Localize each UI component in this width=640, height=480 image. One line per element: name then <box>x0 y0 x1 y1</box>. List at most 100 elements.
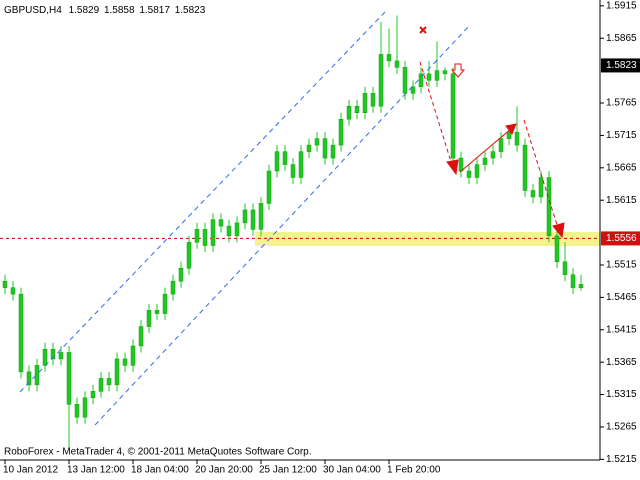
candle-body <box>26 371 32 386</box>
candle-body <box>306 144 312 152</box>
candle-body <box>418 73 424 88</box>
x-tick-label: 30 Jan 04:00 <box>323 465 381 476</box>
candle-body <box>66 352 72 405</box>
candle-body <box>258 203 264 230</box>
y-tick-label: 1.5715 <box>606 130 637 141</box>
candle-body <box>546 177 552 237</box>
candle-body <box>50 348 56 360</box>
candle-body <box>250 209 256 230</box>
candle-body <box>2 280 8 288</box>
candle-body <box>114 358 120 386</box>
candle-body <box>290 164 296 178</box>
high-value: 1.5858 <box>104 5 135 16</box>
x-tick-label: 20 Jan 20:00 <box>195 465 253 476</box>
arrow-head <box>552 222 565 239</box>
forecast-line <box>459 127 513 173</box>
cross-mark <box>419 26 427 34</box>
candle-body <box>434 70 440 81</box>
candle-body <box>186 242 192 269</box>
candle-body <box>514 131 520 146</box>
candle-body <box>106 378 112 386</box>
candle-body <box>402 67 408 94</box>
candle-body <box>170 280 176 295</box>
candle-body <box>234 222 240 237</box>
candle-body <box>10 287 16 295</box>
candle-body <box>498 138 504 152</box>
candle-body <box>130 345 136 366</box>
candle-body <box>466 170 472 178</box>
candle-body <box>74 404 80 418</box>
y-tick-label: 1.5515 <box>606 260 637 271</box>
y-tick-label: 1.5415 <box>606 324 637 335</box>
support-zone <box>255 232 600 246</box>
candle-body <box>18 293 24 373</box>
y-tick-label: 1.5365 <box>606 357 637 368</box>
candle-body <box>474 164 480 178</box>
signal-arrows <box>419 26 565 239</box>
y-tick-label: 1.5765 <box>606 98 637 109</box>
x-tick-label: 18 Jan 04:00 <box>131 465 189 476</box>
level-label: 1.5556 <box>606 233 637 244</box>
candle-body <box>522 144 528 191</box>
close-value: 1.5823 <box>175 5 206 16</box>
candle-body <box>490 151 496 159</box>
x-tick-label: 13 Jan 12:00 <box>67 465 125 476</box>
candle-body <box>530 190 536 198</box>
y-tick-label: 1.5665 <box>606 162 637 173</box>
chart-header: GBPUSD,H4 1.5829 1.5858 1.5817 1.5823 <box>4 5 206 16</box>
down-arrow <box>450 63 466 78</box>
x-tick-label: 10 Jan 2012 <box>3 465 58 476</box>
candle-body <box>314 138 320 146</box>
y-tick-label: 1.5265 <box>606 422 637 433</box>
forecast-line <box>419 61 453 166</box>
candle-body <box>274 151 280 172</box>
candle-body <box>554 235 560 262</box>
candle-body <box>218 219 224 227</box>
candle-body <box>82 397 88 418</box>
candle-body <box>90 391 96 399</box>
candle-body <box>362 93 368 113</box>
candle-body <box>34 365 40 386</box>
candle-body <box>178 267 184 282</box>
level-label-box <box>601 231 640 246</box>
y-tick-label: 1.5615 <box>606 195 637 206</box>
candle-body <box>346 106 352 120</box>
candle-body <box>162 293 168 314</box>
plot <box>0 15 600 450</box>
candle-body <box>194 229 200 243</box>
bid-label: 1.5823 <box>606 60 637 71</box>
candle-body <box>338 118 344 146</box>
bid-label-box <box>601 58 640 73</box>
candle-body <box>506 131 512 139</box>
candle-body <box>202 229 208 246</box>
candle-body <box>482 157 488 165</box>
candle-body <box>378 54 384 107</box>
candle-body <box>450 73 456 159</box>
y-tick-label: 1.5315 <box>606 389 637 400</box>
candle-body <box>562 261 568 275</box>
candle-body <box>266 170 272 204</box>
candle-body <box>538 177 544 198</box>
candle-body <box>226 225 232 237</box>
candle-body <box>570 274 576 288</box>
y-tick-label: 1.5915 <box>606 0 637 11</box>
y-tick-label: 1.5465 <box>606 292 637 303</box>
candle-body <box>578 284 584 288</box>
arrow-head <box>505 123 517 136</box>
candle-body <box>298 151 304 178</box>
candle-body <box>426 73 432 81</box>
footer: RoboForex - MetaTrader 4, © 2001-2011 Me… <box>4 447 312 458</box>
y-tick-label: 1.5865 <box>606 33 637 44</box>
arrow-head <box>446 159 459 176</box>
low-value: 1.5817 <box>139 5 170 16</box>
candle-body <box>370 93 376 107</box>
x-tick-label: 1 Feb 20:00 <box>387 465 441 476</box>
channel-lower <box>94 24 471 426</box>
candle-body <box>154 310 160 314</box>
candle-body <box>210 219 216 246</box>
analysis-drawings <box>255 232 600 246</box>
candle-body <box>58 352 64 360</box>
